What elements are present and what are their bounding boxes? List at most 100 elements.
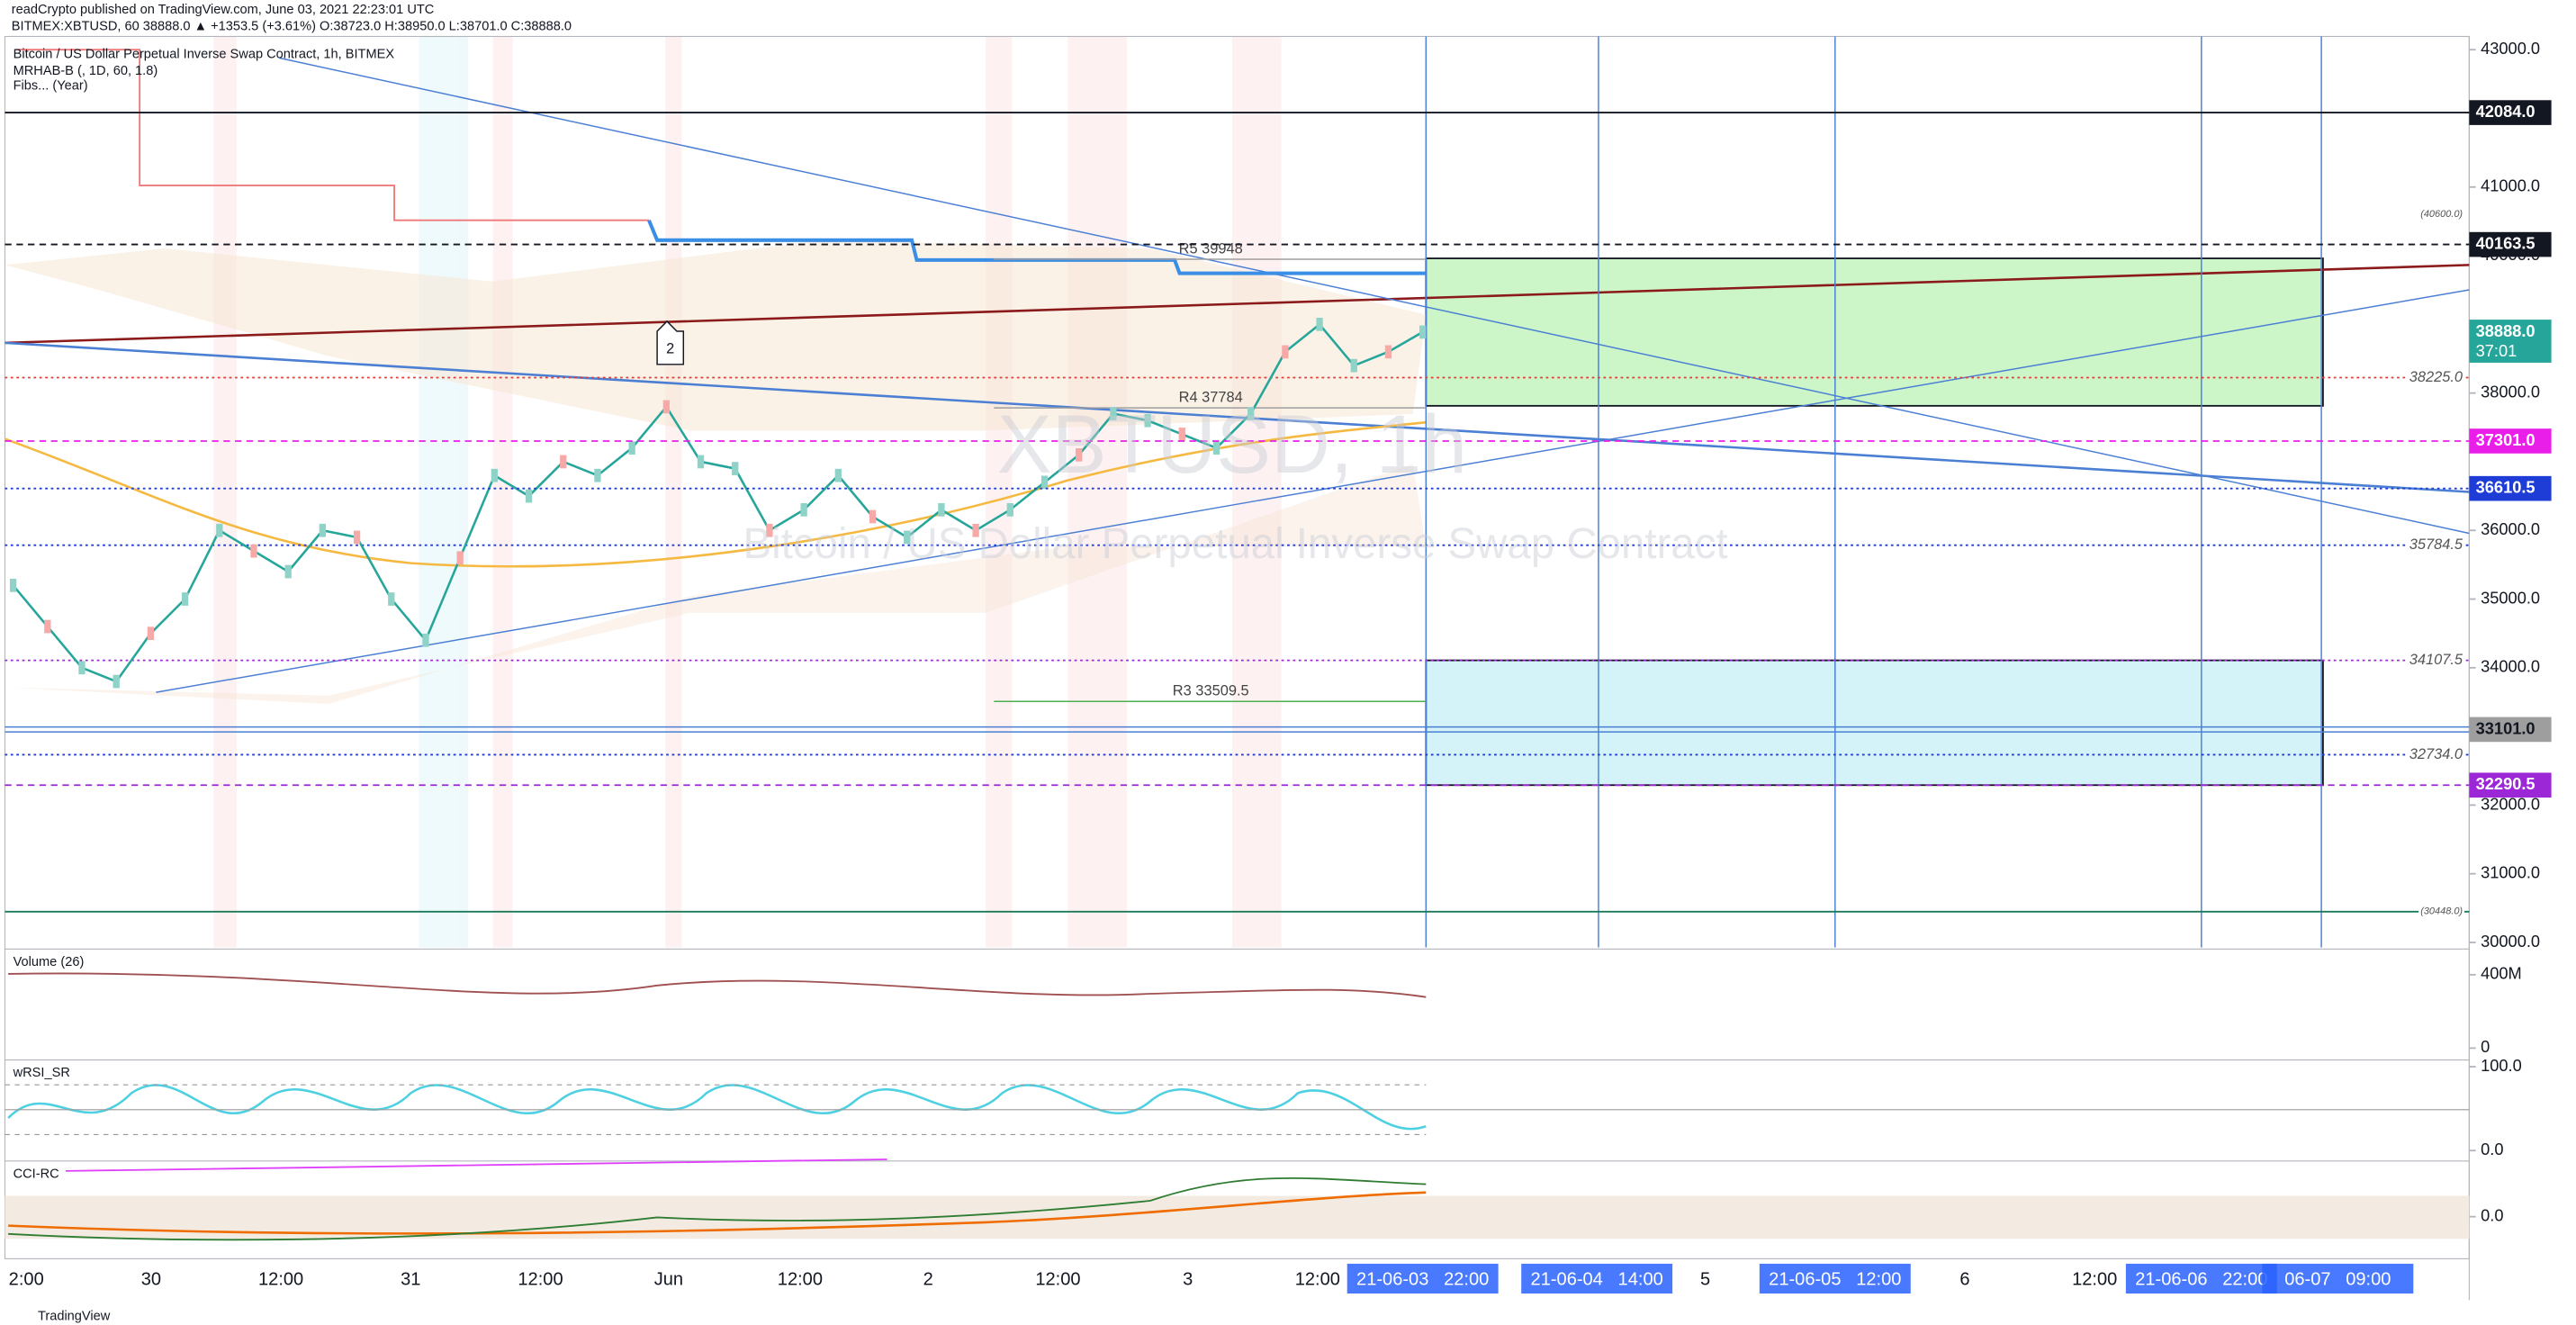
price-point [78, 661, 86, 675]
price-label-box [2469, 717, 2552, 743]
price-point [1110, 407, 1117, 420]
x-tick-label: 21-06-06 22:00 [2135, 1270, 2267, 1290]
x-tick-label: Jun [654, 1270, 683, 1290]
x-tick-label: 21-06-03 22:00 [1356, 1270, 1489, 1290]
x-tick-label: 3 [1183, 1270, 1193, 1290]
pane-title: CCI-RC [14, 1167, 59, 1181]
legend-main: Bitcoin / US Dollar Perpetual Inverse Sw… [14, 48, 395, 62]
price-countdown: 37:01 [2476, 341, 2517, 360]
x-tick-label: 21-06-05 12:00 [1769, 1270, 1901, 1290]
x-tick-label: 31 [401, 1270, 420, 1290]
price-point [1350, 358, 1357, 373]
x-tick-label: 12:00 [1295, 1270, 1340, 1290]
y-tick-label: 31000.0 [2481, 862, 2540, 881]
price-point [869, 509, 877, 524]
x-tick-label: 12:00 [2072, 1270, 2117, 1290]
y-tick-label: 38000.0 [2481, 382, 2540, 401]
price-point [422, 633, 429, 647]
x-tick-label: 2 [923, 1270, 933, 1290]
price-point [1282, 345, 1289, 359]
pivot-label: R4 37784 [1179, 389, 1243, 405]
x-tick-label: 2:00 [9, 1270, 44, 1290]
price-point [766, 523, 773, 537]
x-tick-label: 30 [141, 1270, 161, 1290]
y-tick-label: 35000.0 [2481, 588, 2540, 607]
level-label: 38225.0 [2409, 369, 2463, 385]
time-label-box [1347, 1263, 1499, 1294]
price-point [1006, 502, 1013, 517]
price-point [525, 489, 533, 503]
zones [1425, 257, 2324, 787]
legend-fibs: Fibs... (Year) [14, 79, 88, 94]
pane-tick-label: 0.0 [2481, 1205, 2503, 1224]
price-point [1384, 345, 1392, 359]
x-tick-label: 12:00 [518, 1270, 563, 1290]
price-point [1144, 413, 1151, 428]
y-tick-label: 43000.0 [2481, 39, 2540, 58]
y-tick-label: 41000.0 [2481, 176, 2540, 195]
footer-logo: TradingView [38, 1310, 111, 1324]
price-label: 33101.0 [2476, 718, 2535, 737]
price-line [12, 322, 1424, 683]
pane-title: wRSI_SR [13, 1066, 70, 1080]
x-tick-label: 12:00 [778, 1270, 823, 1290]
level-label: 35784.5 [2409, 536, 2463, 553]
price-point [1247, 407, 1255, 420]
price-point [1212, 441, 1220, 455]
price-point [9, 578, 17, 592]
price-point [1178, 428, 1185, 441]
time-label-box [2262, 1263, 2414, 1294]
price-point [319, 523, 327, 537]
price-point [44, 619, 51, 634]
price-label: 38888.0 [2476, 321, 2535, 340]
price-point [662, 400, 670, 414]
legend-indicator: MRHAB-B (, 1D, 60, 1.8) [14, 64, 158, 78]
price-point [972, 523, 979, 537]
x-tick-label: 5 [1700, 1270, 1710, 1290]
y-tick-label: 34000.0 [2481, 657, 2540, 676]
price-point [216, 523, 223, 537]
price-label-box [2469, 100, 2552, 125]
price-point [113, 674, 120, 689]
price-label-box [2469, 231, 2552, 257]
trend-lines [5, 36, 2470, 948]
price-point [284, 564, 292, 579]
x-tick-label: 06-07 09:00 [2284, 1270, 2391, 1290]
x-tick-label: 6 [1959, 1270, 1969, 1290]
annotation-text: 2 [666, 341, 674, 357]
y-tick-label: 36000.0 [2481, 519, 2540, 538]
zone-box [1425, 659, 2324, 787]
plot: (40600.0) 38225.0 35784.5 34107.5 32734.0 (30… [5, 112, 2470, 919]
price-label: 36610.5 [2476, 477, 2535, 496]
publisher: readCrypto published on TradingView.com,… [12, 3, 435, 17]
x-tick-label: 12:00 [1035, 1270, 1080, 1290]
price-label: 32290.5 [2476, 774, 2535, 793]
price-label-box [2469, 428, 2552, 454]
watermark-description: Bitcoin / US Dollar Perpetual Inverse Sw… [743, 520, 1728, 568]
price-point [697, 455, 705, 469]
annotation: 2 [656, 320, 685, 365]
level-label: (30448.0) [2420, 906, 2463, 917]
symbol-line: BITMEX:XBTUSD, 60 38888.0 ▲ +1353.5 (+3.… [12, 19, 572, 33]
time-label-box [1521, 1263, 1673, 1294]
price-label-box [2469, 772, 2552, 798]
price-point [800, 502, 807, 517]
price-point [353, 530, 361, 545]
price-label: 42084.0 [2476, 102, 2535, 121]
pane-title: Volume (26) [14, 955, 85, 969]
price-point [560, 455, 567, 469]
price-point [491, 468, 499, 482]
price-point [834, 468, 842, 482]
x-tick-label: 12:00 [258, 1270, 303, 1290]
price-point [594, 468, 601, 482]
price-point [628, 441, 635, 455]
pane-tick-label: 0.0 [2481, 1140, 2503, 1158]
pane-tick-label: 100.0 [2481, 1056, 2522, 1075]
time-label-box [1759, 1263, 1911, 1294]
price-point [147, 626, 155, 641]
zone-box [1425, 257, 2324, 407]
price-point [456, 551, 464, 565]
time-label-box [2125, 1263, 2277, 1294]
